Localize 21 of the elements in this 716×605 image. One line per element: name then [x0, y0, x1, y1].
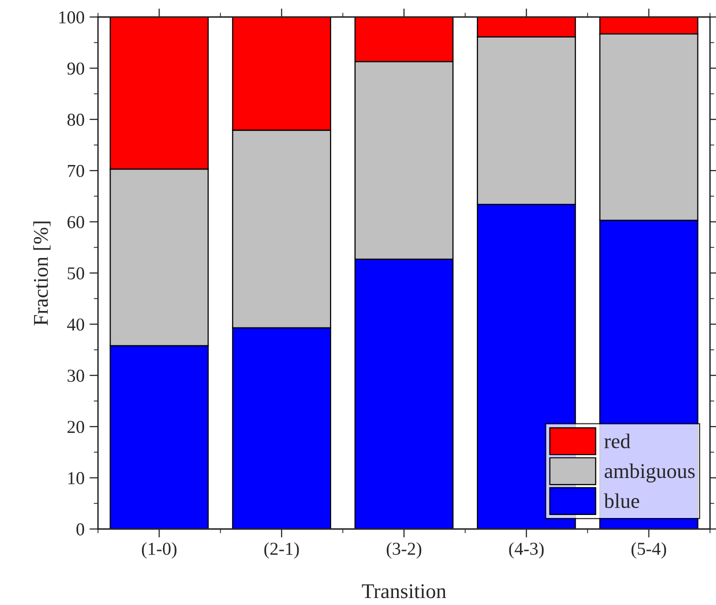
y-tick-label: 70 [68, 164, 84, 178]
x-tick-label: (4-3) [509, 542, 544, 559]
y-tick-label: 10 [68, 472, 84, 484]
y-tick-label: 40 [67, 318, 84, 331]
y-tick-label: 0 [76, 523, 84, 536]
x-tick-label: (1-0) [142, 542, 176, 559]
legend-label: ambiguous [604, 464, 695, 482]
y-tick-label: 90 [67, 62, 84, 75]
y-tick-label: 100 [59, 11, 84, 24]
x-tick-label: (5-4) [632, 542, 666, 559]
legend-label: red [604, 434, 630, 448]
y-tick-label: 50 [68, 267, 84, 280]
y-axis-title: Fraction [%] [33, 222, 51, 326]
legend-label: blue [604, 493, 640, 508]
x-tick-label: (2-1) [264, 542, 299, 559]
y-tick-label: 60 [68, 216, 84, 228]
y-tick-label: 20 [68, 420, 84, 434]
x-axis-title: Transition [362, 584, 446, 598]
x-tick-label: (3-2) [386, 542, 422, 559]
y-tick-label: 80 [67, 114, 84, 126]
y-tick-label: 30 [68, 370, 84, 382]
